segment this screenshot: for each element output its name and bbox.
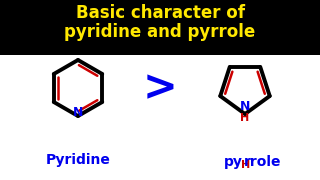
Text: py: py: [224, 155, 243, 169]
Text: pyridine and pyrrole: pyridine and pyrrole: [64, 23, 256, 41]
Text: H: H: [241, 160, 251, 170]
Text: N: N: [73, 105, 83, 118]
Bar: [0, 0, 320, 55]
Text: >: >: [143, 67, 177, 109]
Text: Basic character of: Basic character of: [76, 4, 244, 22]
Text: rrole: rrole: [244, 155, 282, 169]
Text: H: H: [240, 113, 250, 123]
Text: Pyridine: Pyridine: [45, 153, 110, 167]
Text: N: N: [240, 100, 250, 112]
